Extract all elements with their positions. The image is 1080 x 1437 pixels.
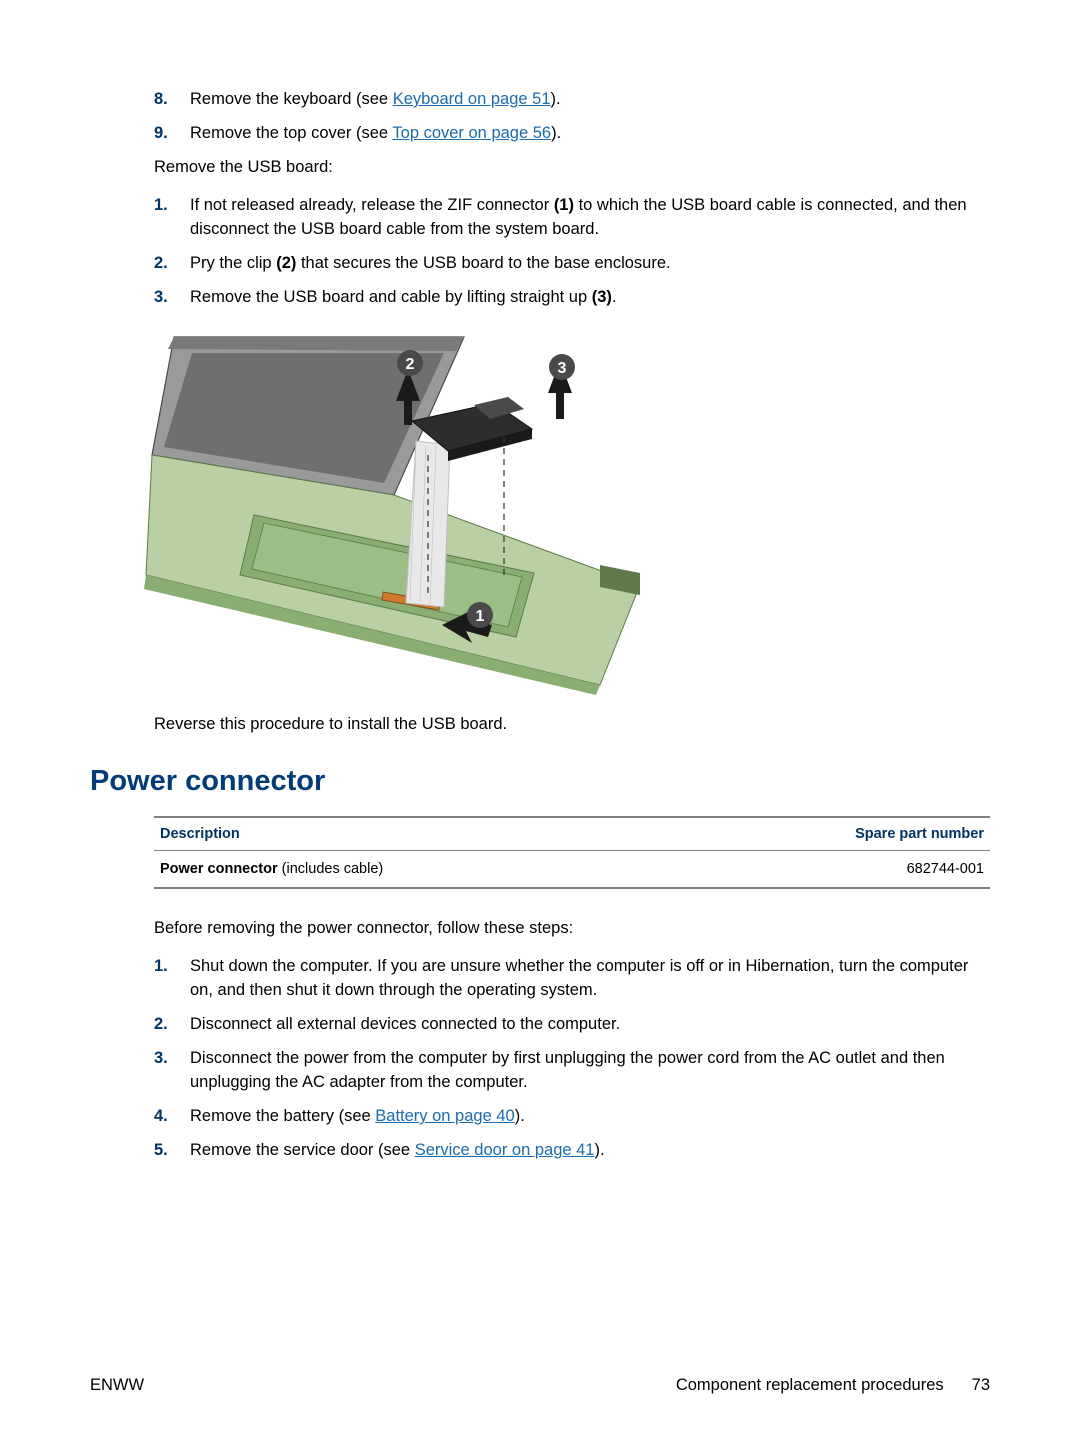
power-step-5: 5. Remove the service door (see Service … bbox=[154, 1139, 990, 1163]
list-number: 1. bbox=[154, 955, 190, 1003]
callout-3: 3 bbox=[549, 354, 575, 380]
list-number: 2. bbox=[154, 1013, 190, 1037]
spare-parts-table: Description Spare part number Power conn… bbox=[154, 816, 990, 889]
screen-top-edge bbox=[168, 337, 464, 351]
power-step-4: 4. Remove the battery (see Battery on pa… bbox=[154, 1105, 990, 1129]
list-number: 9. bbox=[154, 122, 190, 146]
svg-text:3: 3 bbox=[558, 360, 567, 377]
callout-2: 2 bbox=[397, 350, 423, 376]
list-text: Remove the top cover (see Top cover on p… bbox=[190, 122, 990, 146]
list-text: Remove the battery (see Battery on page … bbox=[190, 1105, 990, 1129]
svg-text:1: 1 bbox=[476, 608, 485, 625]
callout-1: 1 bbox=[467, 602, 493, 628]
page-footer: ENWW Component replacement procedures 73 bbox=[90, 1376, 990, 1395]
list-text: Remove the service door (see Service doo… bbox=[190, 1139, 990, 1163]
power-step-1: 1. Shut down the computer. If you are un… bbox=[154, 955, 990, 1003]
footer-left: ENWW bbox=[90, 1376, 144, 1395]
svg-text:2: 2 bbox=[406, 356, 415, 373]
link-service-door[interactable]: Service door on page 41 bbox=[415, 1141, 595, 1159]
list-text: Shut down the computer. If you are unsur… bbox=[190, 955, 990, 1003]
usb-step-3: 3. Remove the USB board and cable by lif… bbox=[154, 286, 990, 310]
list-number: 5. bbox=[154, 1139, 190, 1163]
usb-board-diagram: 1 2 3 bbox=[144, 325, 990, 695]
link-battery[interactable]: Battery on page 40 bbox=[375, 1107, 514, 1125]
list-item-9: 9. Remove the top cover (see Top cover o… bbox=[154, 122, 990, 146]
remove-usb-intro: Remove the USB board: bbox=[154, 156, 990, 180]
usb-steps-list: 1. If not released already, release the … bbox=[154, 194, 990, 310]
table-header-part-number: Spare part number bbox=[677, 817, 990, 851]
continued-list: 8. Remove the keyboard (see Keyboard on … bbox=[154, 88, 990, 146]
list-text: Remove the keyboard (see Keyboard on pag… bbox=[190, 88, 990, 112]
list-number: 2. bbox=[154, 252, 190, 276]
reverse-procedure-note: Reverse this procedure to install the US… bbox=[154, 713, 990, 737]
list-item-8: 8. Remove the keyboard (see Keyboard on … bbox=[154, 88, 990, 112]
table-cell-description: Power connector (includes cable) bbox=[154, 851, 677, 889]
usb-step-1: 1. If not released already, release the … bbox=[154, 194, 990, 242]
list-text: Pry the clip (2) that secures the USB bo… bbox=[190, 252, 990, 276]
list-text: Disconnect all external devices connecte… bbox=[190, 1013, 990, 1037]
list-number: 4. bbox=[154, 1105, 190, 1129]
list-number: 1. bbox=[154, 194, 190, 242]
power-steps-list: 1. Shut down the computer. If you are un… bbox=[154, 955, 990, 1162]
list-text: Remove the USB board and cable by liftin… bbox=[190, 286, 990, 310]
power-step-3: 3. Disconnect the power from the compute… bbox=[154, 1047, 990, 1095]
link-keyboard[interactable]: Keyboard on page 51 bbox=[393, 90, 551, 108]
section-heading-power-connector: Power connector bbox=[90, 765, 990, 798]
footer-page-number: 73 bbox=[972, 1376, 990, 1395]
link-top-cover[interactable]: Top cover on page 56 bbox=[392, 124, 551, 142]
table-row: Power connector (includes cable) 682744-… bbox=[154, 851, 990, 889]
power-step-2: 2. Disconnect all external devices conne… bbox=[154, 1013, 990, 1037]
table-cell-part-number: 682744-001 bbox=[677, 851, 990, 889]
diagram-svg: 1 2 3 bbox=[144, 325, 640, 695]
list-text: If not released already, release the ZIF… bbox=[190, 194, 990, 242]
usb-step-2: 2. Pry the clip (2) that secures the USB… bbox=[154, 252, 990, 276]
list-number: 3. bbox=[154, 286, 190, 310]
before-removing-note: Before removing the power connector, fol… bbox=[154, 917, 990, 941]
table-header-description: Description bbox=[154, 817, 677, 851]
list-number: 3. bbox=[154, 1047, 190, 1095]
footer-section-label: Component replacement procedures bbox=[676, 1376, 944, 1395]
list-number: 8. bbox=[154, 88, 190, 112]
list-text: Disconnect the power from the computer b… bbox=[190, 1047, 990, 1095]
